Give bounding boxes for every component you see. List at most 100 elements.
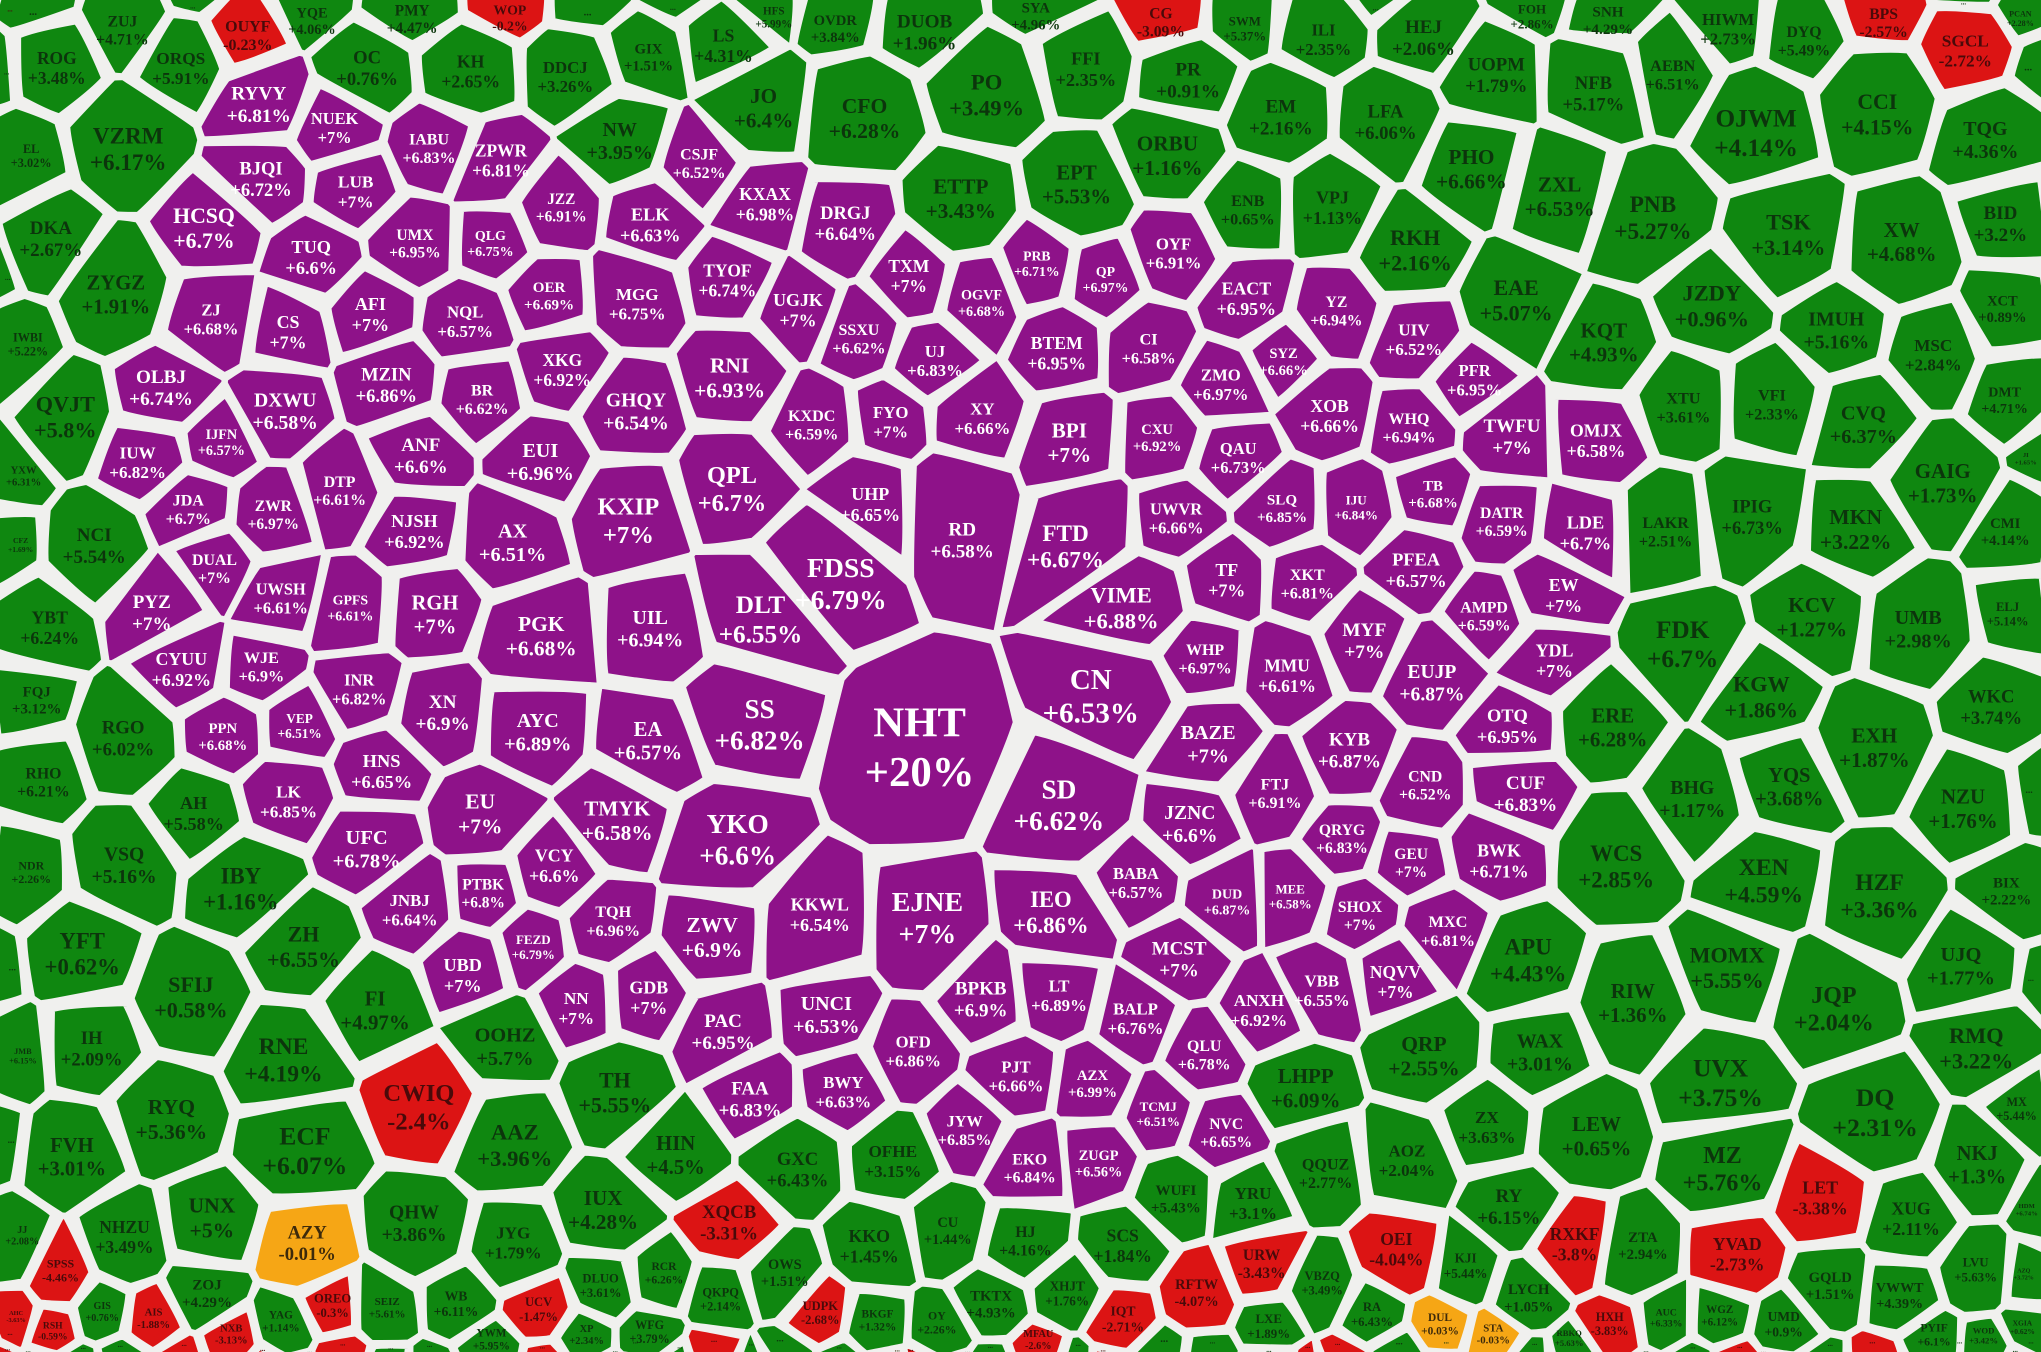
svg-text:+6.92%: +6.92% bbox=[1231, 1011, 1288, 1030]
svg-text:HXH: HXH bbox=[1596, 1310, 1624, 1324]
svg-text:+6.61%: +6.61% bbox=[253, 598, 307, 617]
svg-text:-3.13%: -3.13% bbox=[215, 1336, 248, 1347]
svg-text:+1.27%: +1.27% bbox=[1776, 617, 1847, 641]
svg-text:+3.43%: +3.43% bbox=[926, 199, 996, 223]
svg-text:+6.53%: +6.53% bbox=[793, 1016, 859, 1038]
svg-text:+7%: +7% bbox=[132, 614, 171, 635]
svg-text:JQP: JQP bbox=[1811, 983, 1856, 1009]
svg-text:+6.79%: +6.79% bbox=[795, 584, 887, 615]
svg-text:...: ... bbox=[5, 273, 11, 282]
svg-text:TXM: TXM bbox=[888, 256, 929, 276]
svg-text:+4.71%: +4.71% bbox=[96, 32, 148, 49]
svg-text:PTBK: PTBK bbox=[462, 877, 504, 894]
svg-text:EM: EM bbox=[1265, 96, 1296, 117]
svg-text:+1.96%: +1.96% bbox=[893, 33, 957, 54]
svg-text:+5.27%: +5.27% bbox=[1614, 219, 1691, 245]
svg-text:+4.39%: +4.39% bbox=[1876, 1296, 1923, 1312]
svg-text:JZDY: JZDY bbox=[1683, 281, 1741, 306]
svg-text:+3.22%: +3.22% bbox=[1820, 530, 1892, 554]
svg-text:BIX: BIX bbox=[1993, 875, 2020, 891]
svg-text:+6.66%: +6.66% bbox=[955, 419, 1011, 438]
svg-text:+6.72%: +6.72% bbox=[230, 181, 291, 201]
svg-text:MKN: MKN bbox=[1829, 505, 1882, 529]
svg-text:RD: RD bbox=[948, 519, 976, 540]
svg-text:RBKQ: RBKQ bbox=[1557, 1328, 1583, 1338]
svg-text:+6.92%: +6.92% bbox=[1133, 439, 1181, 455]
svg-text:...: ... bbox=[1305, 1342, 1311, 1350]
svg-text:+5.7%: +5.7% bbox=[476, 1048, 533, 1070]
svg-text:WOD: WOD bbox=[1973, 1325, 1995, 1335]
svg-text:+7%: +7% bbox=[1344, 642, 1384, 663]
svg-text:...: ... bbox=[1444, 1338, 1450, 1346]
svg-text:...: ... bbox=[1160, 1333, 1168, 1345]
svg-text:+6.6%: +6.6% bbox=[529, 866, 579, 886]
svg-text:TKTX: TKTX bbox=[970, 1288, 1012, 1304]
svg-text:+2.04%: +2.04% bbox=[1794, 1011, 1874, 1037]
svg-text:MZIN: MZIN bbox=[361, 366, 412, 386]
svg-text:TB: TB bbox=[1423, 478, 1443, 494]
svg-text:DLUO: DLUO bbox=[582, 1272, 619, 1286]
svg-text:...: ... bbox=[711, 1334, 717, 1344]
svg-text:RHO: RHO bbox=[25, 765, 61, 782]
svg-text:...: ... bbox=[1690, 1343, 1696, 1351]
svg-text:+6.96%: +6.96% bbox=[586, 922, 640, 940]
svg-text:...: ... bbox=[749, 1340, 755, 1348]
svg-text:+6.53%: +6.53% bbox=[1525, 197, 1595, 221]
svg-text:KH: KH bbox=[457, 51, 485, 71]
svg-text:RMQ: RMQ bbox=[1949, 1023, 2004, 1048]
svg-text:WHP: WHP bbox=[1186, 642, 1224, 659]
svg-text:NKJ: NKJ bbox=[1957, 1143, 1998, 1165]
svg-text:TMYK: TMYK bbox=[584, 796, 651, 820]
svg-text:+1.13%: +1.13% bbox=[1303, 208, 1362, 228]
svg-text:EPT: EPT bbox=[1056, 161, 1097, 184]
svg-text:+1.44%: +1.44% bbox=[924, 1232, 972, 1248]
svg-text:+6.81%: +6.81% bbox=[472, 161, 530, 181]
svg-text:RY: RY bbox=[1496, 1186, 1523, 1207]
svg-text:...: ... bbox=[1210, 1337, 1216, 1346]
svg-text:+6.7%: +6.7% bbox=[698, 490, 767, 517]
svg-text:-4.46%: -4.46% bbox=[42, 1270, 79, 1284]
svg-text:EAE: EAE bbox=[1493, 275, 1538, 300]
svg-text:+2.04%: +2.04% bbox=[1379, 1161, 1435, 1180]
svg-text:TYOF: TYOF bbox=[703, 261, 751, 281]
svg-text:YDL: YDL bbox=[1536, 640, 1574, 660]
svg-text:LK: LK bbox=[276, 783, 301, 802]
svg-text:+1.51%: +1.51% bbox=[624, 59, 673, 75]
svg-text:+1.84%: +1.84% bbox=[1093, 1246, 1151, 1266]
svg-text:...: ... bbox=[1266, 1346, 1272, 1352]
svg-text:EU: EU bbox=[465, 790, 495, 814]
svg-text:PFEA: PFEA bbox=[1392, 550, 1441, 570]
svg-text:+0.96%: +0.96% bbox=[1675, 306, 1749, 331]
svg-text:+6.9%: +6.9% bbox=[239, 668, 285, 686]
svg-text:TQG: TQG bbox=[1963, 118, 2007, 140]
svg-text:...: ... bbox=[2028, 1338, 2034, 1346]
svg-text:...: ... bbox=[965, 1347, 971, 1352]
svg-text:YKO: YKO bbox=[707, 809, 769, 839]
svg-text:TF: TF bbox=[1215, 560, 1238, 580]
svg-text:+2.55%: +2.55% bbox=[1388, 1057, 1459, 1081]
svg-text:+0.89%: +0.89% bbox=[1978, 310, 2026, 326]
svg-text:+6.6%: +6.6% bbox=[394, 457, 448, 478]
svg-text:APU: APU bbox=[1505, 935, 1553, 960]
svg-text:QRP: QRP bbox=[1401, 1032, 1446, 1056]
svg-text:+7%: +7% bbox=[1545, 596, 1582, 616]
svg-text:SYA: SYA bbox=[1022, 1, 1051, 17]
svg-text:...: ... bbox=[190, 2, 196, 10]
svg-text:+3.26%: +3.26% bbox=[537, 77, 593, 96]
svg-text:+7%: +7% bbox=[1536, 661, 1573, 681]
svg-text:AZX: AZX bbox=[1077, 1068, 1109, 1084]
svg-text:+7%: +7% bbox=[352, 315, 389, 335]
svg-text:+3.01%: +3.01% bbox=[1507, 1053, 1573, 1075]
svg-text:+6.58%: +6.58% bbox=[1567, 441, 1626, 461]
svg-text:+6.9%: +6.9% bbox=[954, 1000, 1008, 1021]
svg-text:ZTA: ZTA bbox=[1628, 1230, 1658, 1246]
svg-text:VBZQ: VBZQ bbox=[1304, 1269, 1340, 1283]
svg-text:+2.16%: +2.16% bbox=[1249, 118, 1313, 139]
svg-text:WCS: WCS bbox=[1590, 841, 1642, 866]
svg-text:+0.76%: +0.76% bbox=[85, 1313, 119, 1324]
svg-text:+0.9%: +0.9% bbox=[1765, 1325, 1803, 1340]
svg-text:BHG: BHG bbox=[1670, 777, 1714, 799]
svg-text:+6.66%: +6.66% bbox=[989, 1076, 1044, 1095]
svg-text:+6.95%: +6.95% bbox=[1477, 727, 1538, 747]
svg-text:+20%: +20% bbox=[865, 749, 975, 796]
